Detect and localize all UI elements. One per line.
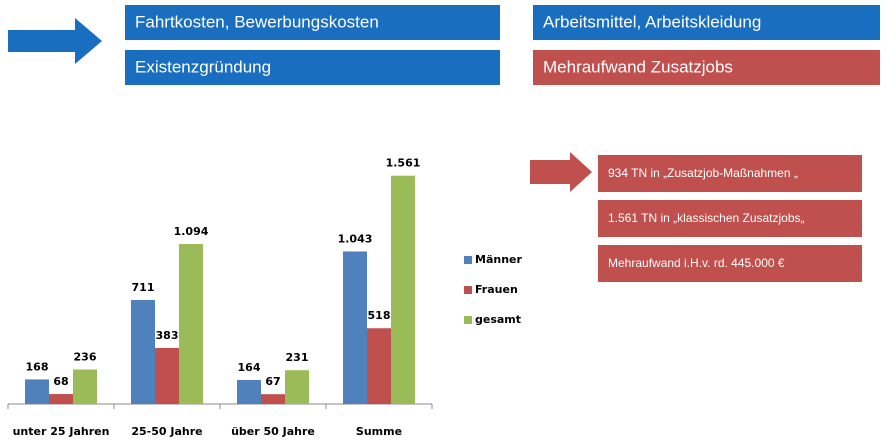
header-text: Mehraufwand Zusatzjobs — [543, 57, 733, 76]
data-label: 518 — [368, 309, 391, 322]
legend-swatch — [464, 286, 472, 294]
bar — [237, 380, 261, 404]
arrow — [530, 152, 592, 192]
bar — [49, 394, 73, 404]
header-text: Arbeitsmittel, Arbeitskleidung — [543, 12, 761, 31]
x-tick-label: unter 25 Jahren — [13, 425, 110, 438]
header-box — [125, 50, 500, 85]
data-label: 164 — [238, 361, 261, 374]
data-label: 1.094 — [174, 225, 209, 238]
legend-swatch — [464, 316, 472, 324]
bar — [367, 328, 391, 404]
x-tick-label: Summe — [356, 425, 402, 438]
bar — [343, 251, 367, 404]
bar — [73, 369, 97, 404]
note-text: 934 TN in „Zusatzjob-Maßnahmen „ — [608, 166, 798, 180]
legend-label: Frauen — [475, 283, 518, 296]
header-box — [533, 50, 880, 85]
data-label: 1.043 — [338, 232, 373, 245]
note-text: 1.561 TN in „klassischen Zusatzjobs„ — [608, 211, 805, 225]
data-label: 383 — [156, 329, 179, 342]
header-text: Existenzgründung — [135, 57, 271, 76]
data-label: 236 — [74, 350, 97, 363]
data-label: 231 — [286, 351, 309, 364]
data-label: 168 — [26, 360, 49, 373]
bar — [261, 394, 285, 404]
legend-label: Männer — [475, 253, 522, 266]
note-box — [598, 155, 862, 192]
arrow — [8, 18, 102, 64]
note-box — [598, 200, 862, 237]
bar — [131, 300, 155, 404]
note-box — [598, 245, 862, 282]
x-tick-label: 25-50 Jahre — [131, 425, 202, 438]
data-label: 68 — [53, 375, 68, 388]
header-box — [533, 5, 880, 40]
legend-label: gesamt — [475, 313, 521, 326]
x-tick-label: über 50 Jahre — [231, 425, 315, 438]
data-label: 1.561 — [386, 157, 421, 170]
bar — [391, 175, 415, 404]
note-text: Mehraufwand i.H.v. rd. 445.000 € — [608, 256, 785, 270]
bar — [25, 379, 49, 404]
legend-swatch — [464, 256, 472, 264]
data-label: 711 — [132, 281, 155, 294]
header-text: Fahrtkosten, Bewerbungskosten — [135, 12, 379, 31]
bar — [285, 370, 309, 404]
data-label: 67 — [265, 375, 280, 388]
bar — [179, 244, 203, 404]
bar — [155, 347, 179, 404]
header-box — [125, 5, 500, 40]
